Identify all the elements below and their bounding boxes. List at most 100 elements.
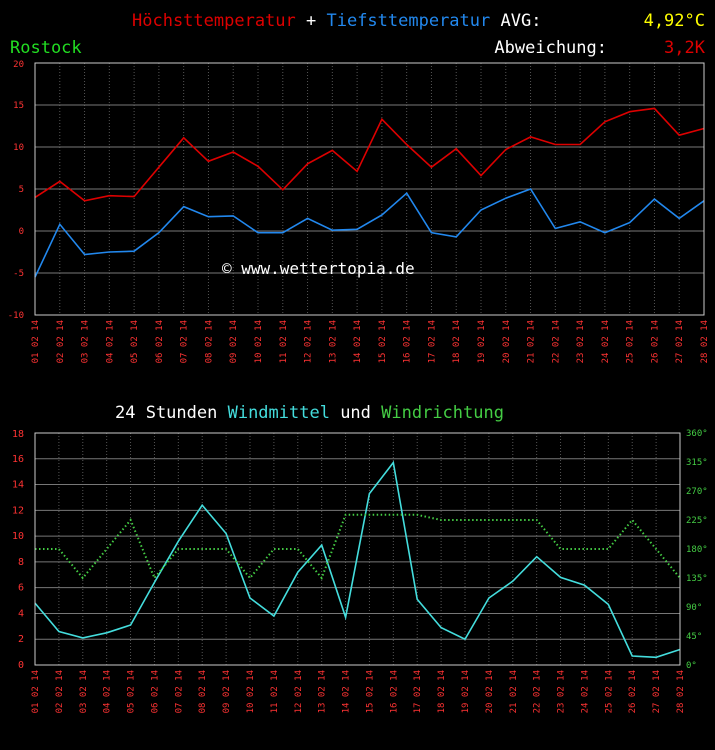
wind-x-tick-18: 19 02 14 bbox=[461, 670, 471, 713]
temp-x-tick-3: 04 02 14 bbox=[105, 320, 115, 363]
title-min-label: Tiefsttemperatur bbox=[326, 11, 490, 31]
temp-x-tick-11: 12 02 14 bbox=[304, 320, 314, 363]
wind-y-right-tick-5: 225° bbox=[686, 516, 708, 526]
temp-x-tick-1: 02 02 14 bbox=[56, 320, 66, 363]
wind-grid bbox=[34, 433, 681, 665]
wind-x-tick-13: 14 02 14 bbox=[342, 670, 352, 713]
wind-title-prefix: 24 Stunden bbox=[115, 403, 228, 423]
wind-series-line-0 bbox=[34, 460, 681, 659]
temp-x-tick-12: 13 02 14 bbox=[328, 320, 338, 363]
temp-x-tick-14: 15 02 14 bbox=[378, 320, 388, 363]
svg-text:24 Stunden Windmittel und Wind: 24 Stunden Windmittel und Windrichtung bbox=[115, 403, 504, 423]
wind-x-tick-26: 27 02 14 bbox=[652, 670, 662, 713]
wind-x-tick-10: 11 02 14 bbox=[270, 670, 280, 713]
temp-y-tick-4: 10 bbox=[13, 143, 24, 153]
temp-x-tick-2: 03 02 14 bbox=[81, 320, 91, 363]
wind-x-tick-1: 02 02 14 bbox=[55, 670, 65, 713]
temp-x-tick-21: 22 02 14 bbox=[551, 320, 561, 363]
wind-x-tick-8: 09 02 14 bbox=[222, 670, 232, 713]
svg-text:Höchsttemperatur + Tiefsttempe: Höchsttemperatur + Tiefsttemperatur AVG: bbox=[132, 11, 541, 31]
temp-x-tick-10: 11 02 14 bbox=[279, 320, 289, 363]
title-max-label: Höchsttemperatur bbox=[132, 11, 296, 31]
wind-x-tick-3: 04 02 14 bbox=[103, 670, 113, 713]
wind-y-tick-9: 18 bbox=[12, 429, 24, 440]
wind-speed-title: Windmittel bbox=[228, 403, 330, 423]
deviation-value: 3,2K bbox=[664, 38, 706, 58]
wind-x-tick-21: 22 02 14 bbox=[533, 670, 543, 713]
wind-y-tick-0: 0 bbox=[18, 660, 24, 671]
temp-x-tick-7: 08 02 14 bbox=[204, 320, 214, 363]
wind-direction-title: Windrichtung bbox=[381, 403, 504, 423]
wind-y-axis-right: 0° 45° 90° 135° 180° 225° 270° 315° 360° bbox=[686, 429, 708, 671]
wind-y-right-tick-1: 45° bbox=[686, 632, 702, 642]
temp-x-tick-9: 10 02 14 bbox=[254, 320, 264, 363]
wind-y-tick-4: 8 bbox=[18, 557, 24, 568]
wind-x-tick-22: 23 02 14 bbox=[557, 670, 567, 713]
wind-x-tick-19: 20 02 14 bbox=[485, 670, 495, 713]
temp-y-tick-1: -5 bbox=[13, 269, 24, 279]
temp-x-tick-4: 05 02 14 bbox=[130, 320, 140, 363]
wind-y-axis-left: 0 2 4 6 8 10 12 14 16 18 bbox=[12, 429, 24, 671]
wind-series-line-1 bbox=[35, 513, 681, 580]
temp-x-tick-27: 28 02 14 bbox=[700, 320, 710, 363]
wind-y-right-tick-7: 315° bbox=[686, 458, 708, 468]
wind-x-tick-24: 25 02 14 bbox=[604, 670, 614, 713]
wind-x-axis: 01 02 14 02 02 14 03 02 14 04 02 14 05 02 14… bbox=[31, 670, 686, 713]
wind-x-tick-11: 12 02 14 bbox=[294, 670, 304, 713]
wind-series bbox=[34, 460, 681, 659]
temp-x-tick-8: 09 02 14 bbox=[229, 320, 239, 363]
temp-x-tick-22: 23 02 14 bbox=[576, 320, 586, 363]
wind-x-tick-17: 18 02 14 bbox=[437, 670, 447, 713]
temp-x-tick-17: 18 02 14 bbox=[452, 320, 462, 363]
station-name: Rostock bbox=[10, 38, 82, 58]
temp-y-tick-6: 20 bbox=[13, 60, 24, 70]
wind-y-tick-6: 12 bbox=[12, 505, 24, 516]
wind-x-tick-7: 08 02 14 bbox=[198, 670, 208, 713]
wind-y-tick-5: 10 bbox=[12, 531, 24, 542]
wind-y-right-tick-6: 270° bbox=[686, 487, 708, 497]
wind-y-tick-7: 14 bbox=[12, 480, 24, 491]
wind-x-tick-5: 06 02 14 bbox=[150, 670, 160, 713]
wind-y-tick-8: 16 bbox=[12, 454, 24, 465]
temp-x-tick-20: 21 02 14 bbox=[527, 320, 537, 363]
wind-y-right-tick-8: 360° bbox=[686, 429, 708, 439]
wind-title-mid: und bbox=[330, 403, 381, 423]
temp-series-line-0 bbox=[34, 107, 705, 202]
wind-x-tick-4: 05 02 14 bbox=[127, 670, 137, 713]
temp-x-tick-13: 14 02 14 bbox=[353, 320, 363, 363]
temp-y-tick-5: 15 bbox=[13, 101, 24, 111]
temp-x-tick-24: 25 02 14 bbox=[626, 320, 636, 363]
temp-plot-frame bbox=[34, 62, 705, 316]
temp-x-tick-0: 01 02 14 bbox=[31, 320, 41, 363]
wind-x-tick-6: 07 02 14 bbox=[174, 670, 184, 713]
avg-label: AVG: bbox=[490, 11, 541, 31]
temp-x-tick-16: 17 02 14 bbox=[427, 320, 437, 363]
wind-x-tick-20: 21 02 14 bbox=[509, 670, 519, 713]
wind-y-right-tick-4: 180° bbox=[686, 545, 708, 555]
temp-series-line-1 bbox=[34, 188, 705, 278]
temp-x-tick-18: 19 02 14 bbox=[477, 320, 487, 363]
wind-x-tick-16: 17 02 14 bbox=[413, 670, 423, 713]
temp-x-tick-23: 24 02 14 bbox=[601, 320, 611, 363]
temp-x-tick-15: 16 02 14 bbox=[403, 320, 413, 363]
wind-x-tick-14: 15 02 14 bbox=[365, 670, 375, 713]
wind-y-tick-2: 4 bbox=[18, 608, 24, 619]
temp-x-tick-25: 26 02 14 bbox=[650, 320, 660, 363]
wind-y-tick-3: 6 bbox=[18, 583, 24, 594]
wind-y-right-tick-2: 90° bbox=[686, 603, 702, 613]
temp-series bbox=[34, 107, 705, 278]
temp-x-tick-19: 20 02 14 bbox=[502, 320, 512, 363]
temp-x-tick-5: 06 02 14 bbox=[155, 320, 165, 363]
wind-x-tick-15: 16 02 14 bbox=[389, 670, 399, 713]
wind-y-right-tick-0: 0° bbox=[686, 661, 697, 671]
wind-x-tick-0: 01 02 14 bbox=[31, 670, 41, 713]
wind-x-tick-25: 26 02 14 bbox=[628, 670, 638, 713]
deviation-label: Abweichung: bbox=[494, 38, 607, 58]
avg-value: 4,92°C bbox=[644, 11, 705, 31]
temp-y-tick-0: -10 bbox=[8, 311, 24, 321]
wind-x-tick-23: 24 02 14 bbox=[580, 670, 590, 713]
temp-x-tick-6: 07 02 14 bbox=[180, 320, 190, 363]
wind-x-tick-27: 28 02 14 bbox=[676, 670, 686, 713]
wind-y-tick-1: 2 bbox=[18, 634, 24, 645]
